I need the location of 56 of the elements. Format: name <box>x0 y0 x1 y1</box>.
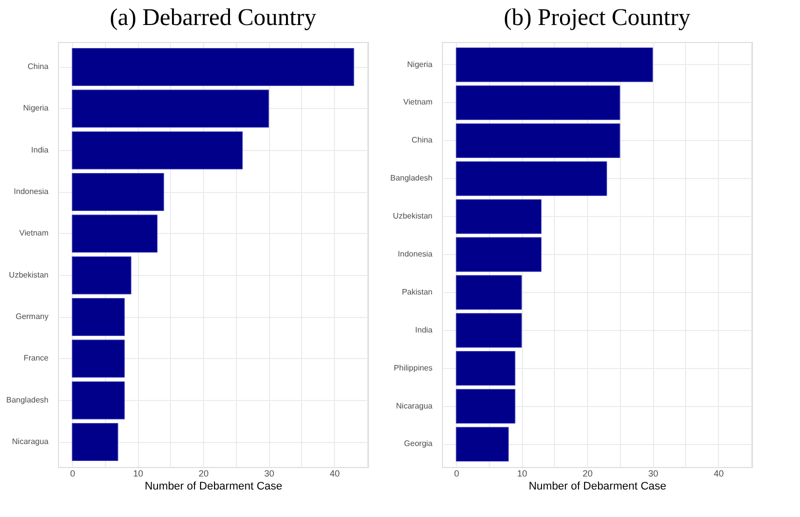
y-tick-label: Germany <box>16 312 48 321</box>
x-tick-label: 30 <box>648 468 658 478</box>
x-tick-label: 40 <box>330 468 340 478</box>
bar <box>456 388 516 424</box>
y-tick-label: Nicaragua <box>12 437 50 446</box>
y-tick-label: Indonesia <box>398 250 434 258</box>
x-tick-label: 20 <box>198 468 209 478</box>
bar <box>456 237 542 272</box>
y-tick-label: Nigeria <box>23 104 50 113</box>
y-tick-label: Bangladesh <box>390 174 432 183</box>
x-tick-label: 0 <box>454 468 460 478</box>
y-tick-label: Nigeria <box>407 60 434 69</box>
bar <box>456 161 608 196</box>
bar <box>72 381 125 420</box>
y-tick-label: Pakistan <box>402 287 432 296</box>
bar <box>456 275 522 310</box>
y-tick-label: Uzbekistan <box>8 270 48 280</box>
bar <box>72 131 243 170</box>
bar <box>72 48 354 86</box>
bar <box>456 313 522 348</box>
bar <box>456 351 516 386</box>
chart-title: (a) Debarred Country <box>110 5 316 31</box>
bar <box>456 47 653 82</box>
x-tick-label: 10 <box>133 468 144 478</box>
bar <box>456 85 620 120</box>
x-axis-title: Number of Debarment Case <box>144 480 282 492</box>
y-tick-label: India <box>31 145 50 154</box>
bar <box>72 173 164 211</box>
y-tick-label: China <box>28 62 50 71</box>
x-tick-label: 10 <box>517 468 528 478</box>
x-tick-label: 0 <box>70 468 76 478</box>
y-tick-label: Indonesia <box>14 187 50 196</box>
y-tick-label: Georgia <box>404 439 434 448</box>
bar <box>72 256 132 294</box>
bar <box>72 340 125 378</box>
bar <box>72 298 125 336</box>
bar <box>456 199 542 234</box>
bar <box>72 214 158 253</box>
bar <box>456 123 620 158</box>
bar <box>72 90 269 128</box>
x-tick-label: 40 <box>714 468 724 478</box>
y-tick-label: India <box>415 325 434 334</box>
bar <box>72 423 118 461</box>
y-tick-label: China <box>412 136 434 145</box>
y-tick-label: Vietnam <box>403 98 433 107</box>
x-tick-label: 30 <box>264 468 274 478</box>
y-tick-label: Bangladesh <box>6 395 48 404</box>
x-tick-label: 20 <box>582 468 593 478</box>
x-axis-title: Number of Debarment Case <box>528 480 666 492</box>
y-tick-label: Philippines <box>394 363 432 372</box>
chart-title: (b) Project Country <box>504 5 690 31</box>
bar <box>456 426 509 462</box>
y-tick-label: Nicaragua <box>396 401 434 410</box>
y-tick-label: France <box>24 354 50 363</box>
y-tick-label: Uzbekistan <box>392 212 432 221</box>
y-tick-label: Vietnam <box>19 228 49 238</box>
